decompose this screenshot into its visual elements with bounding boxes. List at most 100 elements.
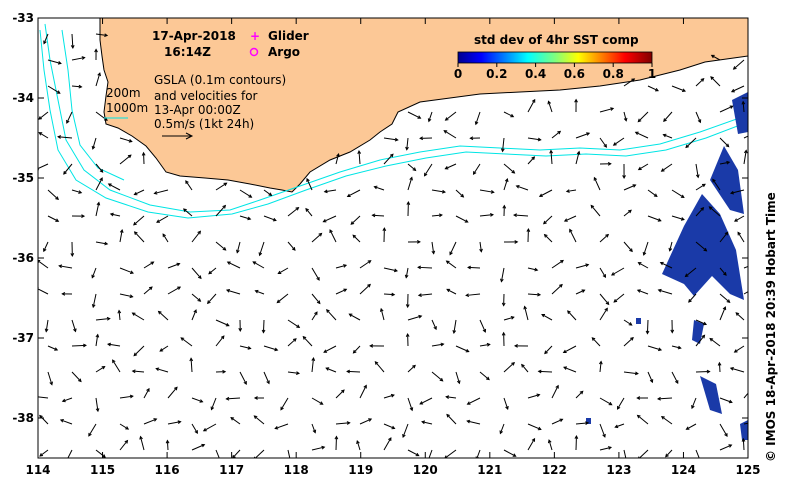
velocity-arrow-head: [391, 425, 396, 430]
velocity-arrow-head: [329, 229, 333, 234]
isobath-1000m: [39, 29, 748, 219]
velocity-arrow: [232, 449, 241, 458]
velocity-arrow: [278, 267, 289, 274]
velocity-arrow: [326, 367, 337, 373]
velocity-arrow: [647, 345, 662, 351]
y-axis: -33 -34 -35 -36 -37 -38: [12, 11, 748, 425]
velocity-arrow: [743, 422, 748, 425]
velocity-arrow: [599, 423, 606, 438]
velocity-arrow: [203, 423, 217, 432]
velocity-arrow: [230, 417, 241, 425]
velocity-arrow-head: [500, 278, 504, 283]
velocity-arrow: [133, 345, 145, 356]
velocity-arrow: [38, 260, 49, 269]
velocity-arrow-head: [445, 260, 450, 264]
velocity-arrow: [311, 397, 323, 405]
velocity-arrow: [613, 137, 625, 146]
velocity-arrow: [215, 335, 225, 347]
velocity-arrow-head: [754, 263, 757, 266]
velocity-arrow-head: [252, 261, 257, 265]
velocity-arrow: [185, 180, 193, 191]
velocity-arrow-head: [225, 396, 230, 401]
velocity-arrow: [719, 397, 733, 403]
velocity-arrow-head: [369, 344, 374, 348]
velocity-arrow-head: [680, 194, 685, 199]
velocity-arrow: [356, 440, 361, 451]
velocity-arrow-head: [460, 193, 465, 198]
velocity-arrow: [638, 163, 649, 171]
velocity-arrow-head: [751, 133, 754, 136]
velocity-arrow-head: [610, 107, 615, 111]
velocity-arrow-head: [543, 233, 548, 238]
velocity-arrow: [599, 446, 612, 451]
velocity-arrow-head: [680, 217, 685, 221]
velocity-arrow-head: [511, 361, 516, 366]
velocity-arrow-head: [316, 277, 320, 281]
velocity-arrow-head: [404, 274, 409, 279]
velocity-arrow: [108, 183, 121, 191]
velocity-arrow: [167, 263, 180, 269]
velocity-arrow: [623, 337, 634, 347]
x-tick-label: 125: [735, 463, 760, 477]
velocity-arrow: [63, 163, 73, 175]
velocity-arrow-head: [628, 322, 633, 326]
velocity-arrow-head: [49, 381, 54, 386]
velocity-arrow: [671, 371, 679, 384]
velocity-arrow-head: [464, 219, 469, 223]
velocity-arrow: [527, 423, 542, 430]
velocity-arrow-head: [544, 350, 548, 355]
contour-label-1000m: 1000m: [106, 101, 148, 115]
velocity-arrow-head: [663, 118, 667, 123]
velocity-arrow: [132, 312, 145, 321]
velocity-arrow: [254, 415, 265, 425]
velocity-arrow-head: [97, 72, 101, 77]
velocity-arrow: [443, 130, 457, 139]
velocity-arrow-head: [604, 307, 608, 312]
velocity-arrow: [263, 215, 277, 221]
velocity-arrow: [710, 76, 721, 87]
velocity-arrow-head: [605, 233, 610, 238]
velocity-arrow: [623, 209, 632, 217]
velocity-arrow: [563, 366, 577, 373]
velocity-arrow-head: [717, 361, 722, 366]
velocity-arrow-head: [280, 406, 284, 411]
velocity-arrow-head: [603, 143, 608, 148]
velocity-arrow: [311, 446, 325, 451]
velocity-arrow: [119, 395, 133, 399]
velocity-arrow: [158, 311, 169, 321]
credit-text: © IMOS 18-Apr-2018 20:39 Hobart Time: [764, 192, 778, 462]
velocity-arrow-head: [586, 132, 591, 136]
velocity-arrow-head: [695, 174, 700, 179]
colorbar-tick-label: 0.2: [486, 67, 507, 81]
velocity-arrow: [208, 267, 217, 275]
velocity-arrow: [112, 359, 121, 373]
velocity-arrow-head: [489, 213, 494, 217]
velocity-arrow: [407, 315, 422, 321]
velocity-arrow-head: [466, 419, 471, 424]
velocity-arrow-head: [258, 252, 263, 257]
velocity-arrow-head: [91, 274, 95, 279]
velocity-arrow: [95, 33, 108, 37]
velocity-arrow-head: [38, 116, 43, 120]
velocity-arrow-head: [321, 445, 326, 450]
velocity-arrow: [695, 241, 707, 252]
velocity-arrow-head: [236, 249, 240, 254]
velocity-arrow-head: [456, 380, 461, 385]
velocity-arrow-head: [444, 117, 449, 121]
velocity-arrow: [743, 265, 748, 269]
velocity-arrow: [407, 365, 416, 373]
velocity-arrow-head: [177, 420, 182, 424]
velocity-arrow-head: [563, 366, 568, 370]
velocity-arrow: [665, 449, 673, 458]
velocity-arrow: [499, 423, 505, 434]
velocity-arrow-head: [382, 227, 387, 232]
velocity-arrow: [263, 371, 270, 384]
velocity-arrow: [538, 370, 553, 373]
velocity-arrow-head: [243, 381, 247, 385]
velocity-arrow-head: [405, 332, 410, 337]
velocity-arrow: [95, 366, 105, 373]
velocity-arrow: [47, 59, 62, 64]
velocity-arrow-head: [610, 272, 615, 276]
velocity-arrow-head: [305, 207, 309, 212]
velocity-arrow: [527, 394, 540, 399]
